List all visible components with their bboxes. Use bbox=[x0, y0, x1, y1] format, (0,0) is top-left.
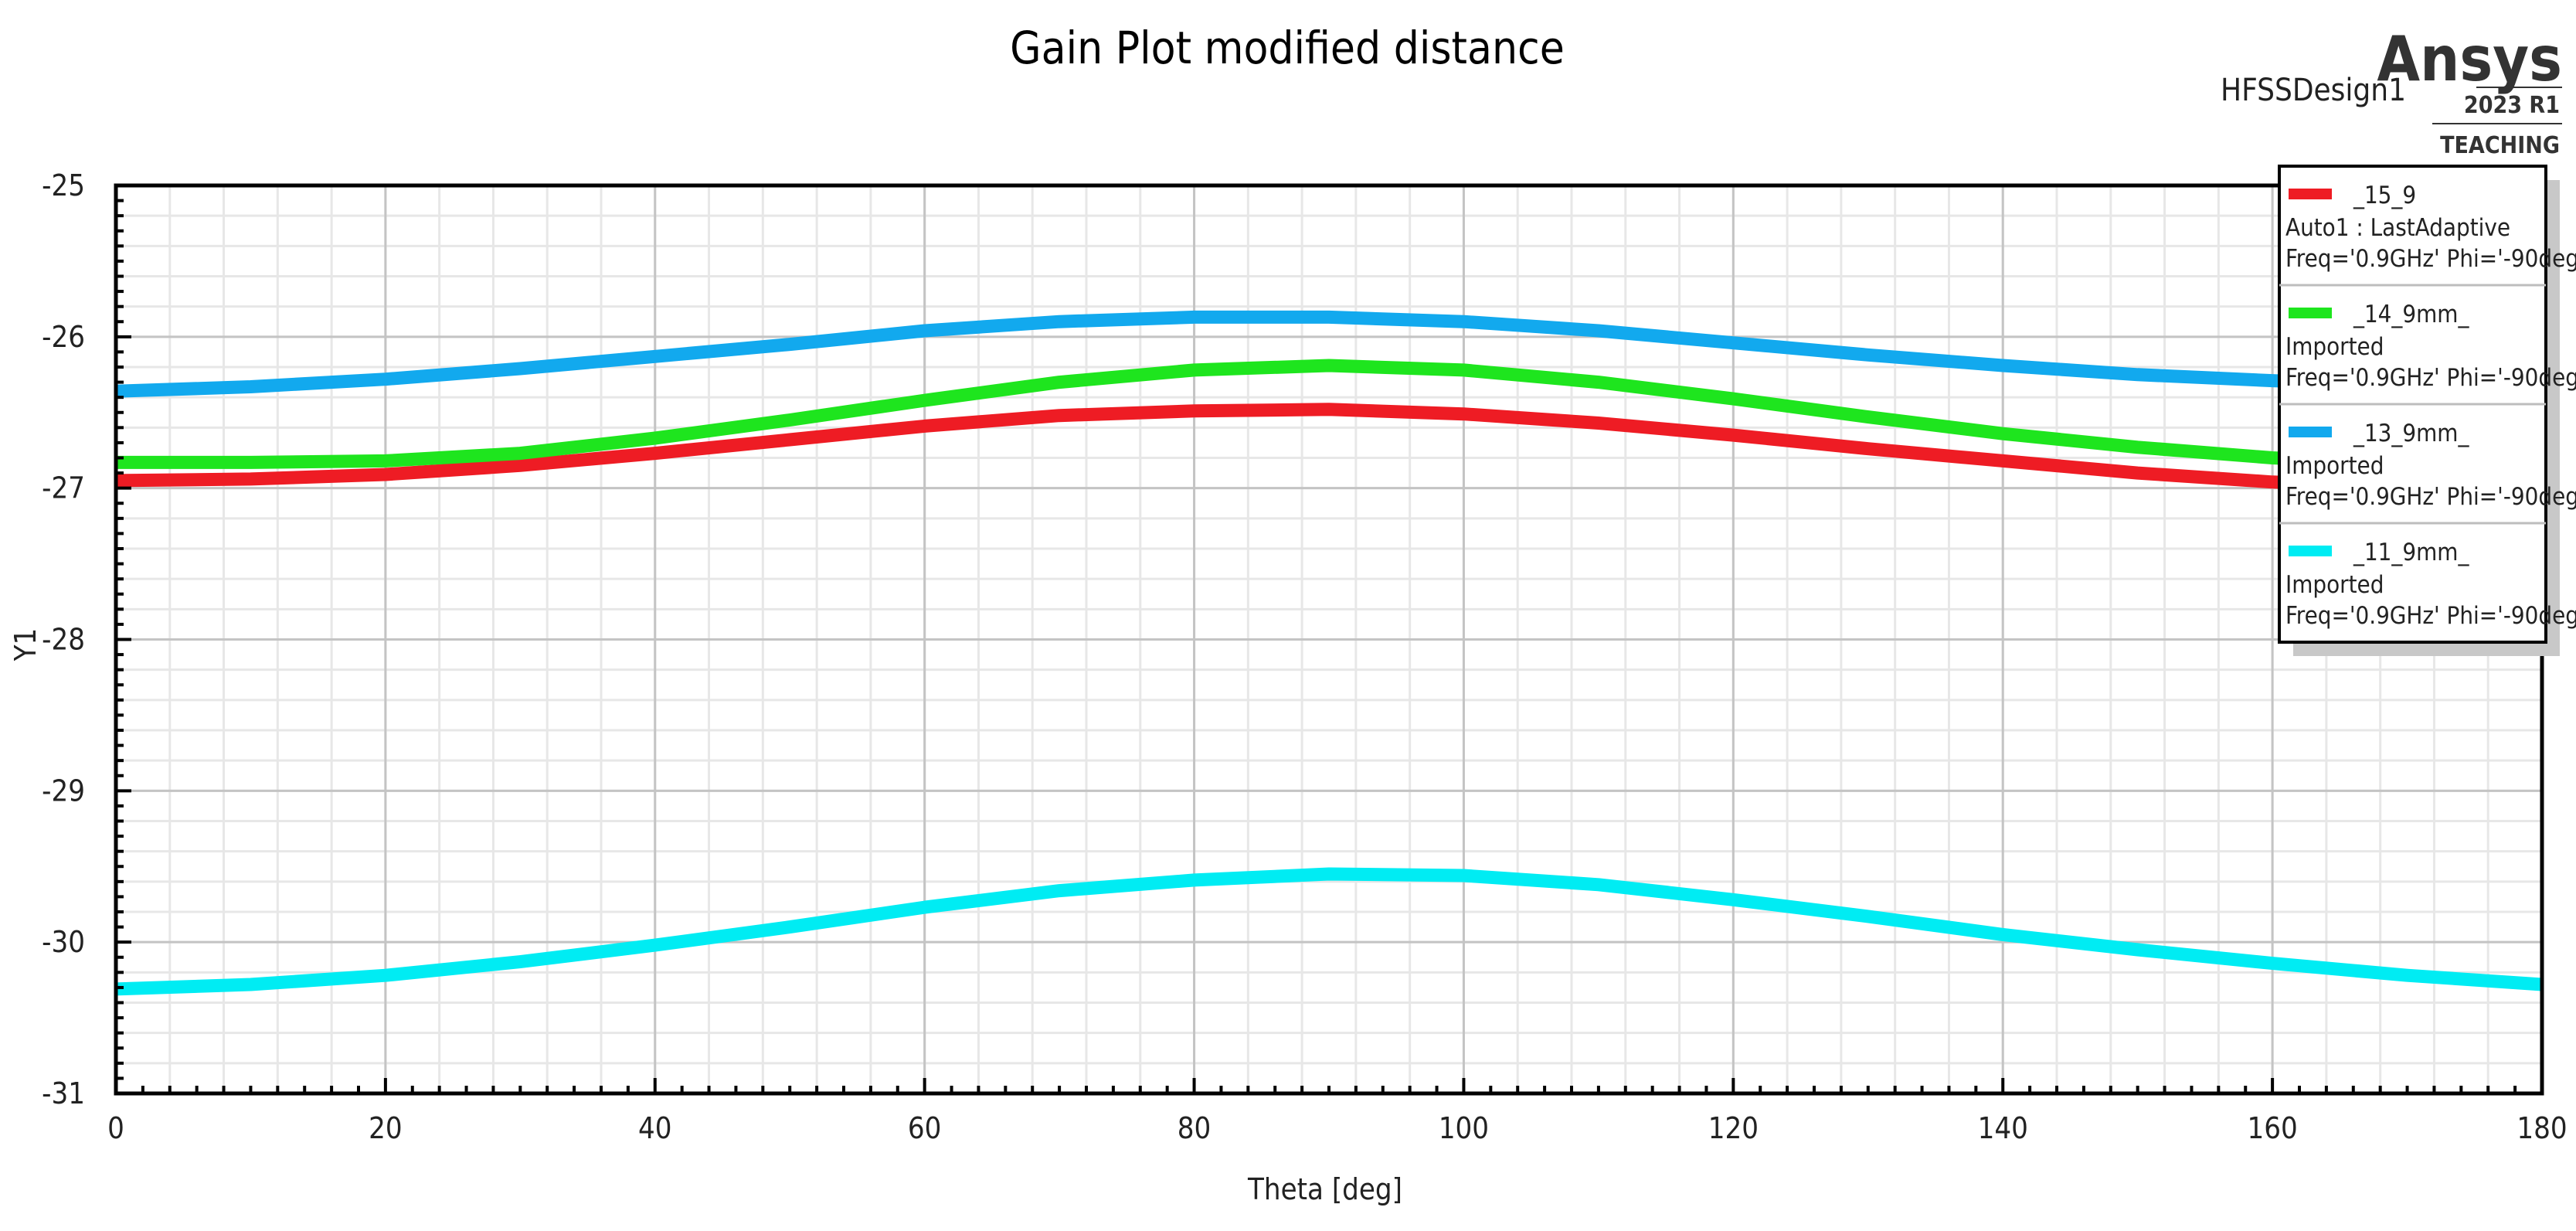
legend-detail: Freq='0.9GHz' Phi='-90deg' bbox=[2285, 483, 2576, 511]
y-tick-label: -26 bbox=[42, 320, 85, 354]
series-line-3 bbox=[115, 867, 2543, 996]
legend-detail: Imported bbox=[2285, 333, 2384, 361]
design-name: HFSSDesign1 bbox=[2221, 73, 2406, 108]
legend-series-name: _15_9 bbox=[2353, 182, 2416, 209]
x-tick-label: 20 bbox=[369, 1111, 403, 1145]
axes: 0 20 40 60 80 100 120 140 160 180 -25 -26 -27 -28 -29 -… bbox=[42, 168, 2567, 1145]
x-tick-label: 0 bbox=[107, 1111, 124, 1145]
x-tick-label: 100 bbox=[1439, 1111, 1489, 1145]
series-line-0 bbox=[115, 403, 2543, 495]
legend-series-name: _14_9mm_ bbox=[2353, 301, 2469, 328]
ansys-wordmark: Ansys bbox=[2377, 23, 2562, 95]
legend-detail: Freq='0.9GHz' Phi='-90deg' bbox=[2285, 602, 2576, 630]
y-tick-label: -25 bbox=[42, 168, 85, 202]
series-lines bbox=[115, 310, 2543, 996]
x-tick-label: 40 bbox=[638, 1111, 672, 1145]
x-tick-label: 180 bbox=[2517, 1111, 2567, 1145]
y-tick-label: -27 bbox=[42, 471, 85, 505]
x-tick-label: 140 bbox=[1978, 1111, 2028, 1145]
y-tick-label: -30 bbox=[42, 925, 85, 959]
legend-detail: Freq='0.9GHz' Phi='-90deg' bbox=[2285, 364, 2576, 392]
x-axis-label: Theta [deg] bbox=[1247, 1172, 1402, 1206]
x-tick-label: 60 bbox=[908, 1111, 942, 1145]
legend-series-name: _11_9mm_ bbox=[2353, 539, 2469, 566]
legend: _15_9 Auto1 : LastAdaptive Freq='0.9GHz' P… bbox=[2278, 165, 2576, 656]
series-line-1 bbox=[116, 359, 2543, 474]
series-line-2 bbox=[115, 310, 2543, 398]
x-tick-label: 120 bbox=[1708, 1111, 1759, 1145]
chart-title: Gain Plot modified distance bbox=[1010, 22, 1565, 74]
legend-detail: Auto1 : LastAdaptive bbox=[2285, 214, 2510, 242]
ansys-version: 2023 R1 bbox=[2464, 92, 2560, 119]
y-tick-label: -31 bbox=[42, 1076, 85, 1110]
y-axis-label: Y1 bbox=[8, 628, 42, 662]
y-tick-label: -29 bbox=[42, 774, 85, 808]
legend-series-name: _13_9mm_ bbox=[2353, 420, 2469, 447]
ansys-logo: Ansys 2023 R1 TEACHING bbox=[2377, 23, 2562, 159]
x-tick-label: 80 bbox=[1178, 1111, 1212, 1145]
legend-detail: Imported bbox=[2285, 452, 2384, 480]
y-tick-label: -28 bbox=[42, 623, 85, 657]
legend-detail: Imported bbox=[2285, 571, 2384, 599]
ansys-edition: TEACHING bbox=[2440, 132, 2560, 159]
legend-detail: Freq='0.9GHz' Phi='-90deg' bbox=[2285, 245, 2576, 273]
x-tick-label: 160 bbox=[2247, 1111, 2297, 1145]
